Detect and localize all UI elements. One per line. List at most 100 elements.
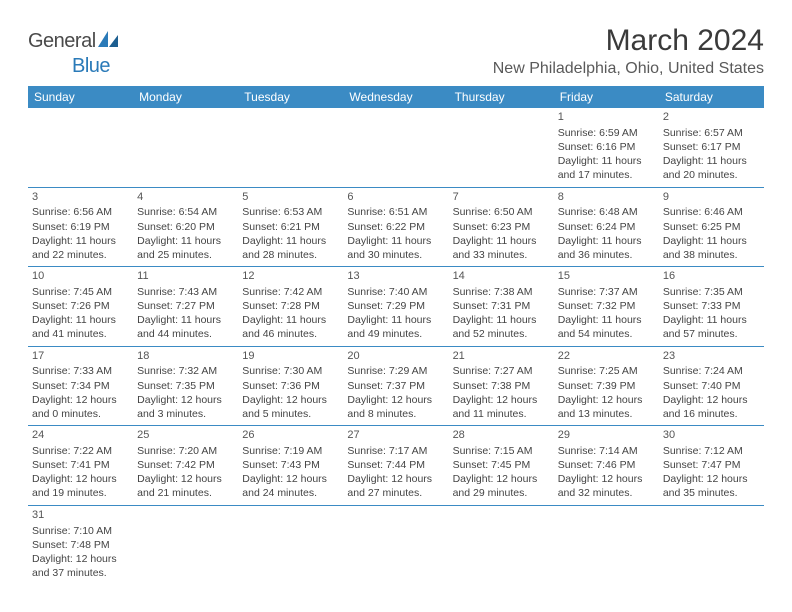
sunset-line: Sunset: 7:35 PM	[137, 379, 234, 393]
logo: GeneralBlue	[28, 30, 120, 78]
sunrise-line: Sunrise: 6:51 AM	[347, 205, 444, 219]
month-title: March 2024	[493, 24, 764, 58]
sunrise-line: Sunrise: 7:45 AM	[32, 285, 129, 299]
logo-word-general: General	[28, 30, 96, 52]
sunset-line: Sunset: 7:36 PM	[242, 379, 339, 393]
day-header: Sunday	[28, 86, 133, 108]
sail-icon	[98, 30, 120, 53]
daylight-line: Daylight: 11 hours and 41 minutes.	[32, 313, 129, 341]
calendar-cell: 9Sunrise: 6:46 AMSunset: 6:25 PMDaylight…	[659, 187, 764, 267]
day-number: 14	[453, 269, 550, 284]
sunrise-line: Sunrise: 6:57 AM	[663, 126, 760, 140]
sunset-line: Sunset: 7:44 PM	[347, 458, 444, 472]
sunrise-line: Sunrise: 6:50 AM	[453, 205, 550, 219]
calendar-cell-empty	[133, 505, 238, 584]
calendar-cell: 18Sunrise: 7:32 AMSunset: 7:35 PMDayligh…	[133, 346, 238, 426]
daylight-line: Daylight: 11 hours and 52 minutes.	[453, 313, 550, 341]
calendar-cell: 8Sunrise: 6:48 AMSunset: 6:24 PMDaylight…	[554, 187, 659, 267]
sunrise-line: Sunrise: 7:30 AM	[242, 364, 339, 378]
calendar-cell-empty	[659, 505, 764, 584]
location: New Philadelphia, Ohio, United States	[493, 60, 764, 78]
daylight-line: Daylight: 11 hours and 36 minutes.	[558, 234, 655, 262]
calendar-cell: 31Sunrise: 7:10 AMSunset: 7:48 PMDayligh…	[28, 505, 133, 584]
calendar-cell: 7Sunrise: 6:50 AMSunset: 6:23 PMDaylight…	[449, 187, 554, 267]
daylight-line: Daylight: 12 hours and 0 minutes.	[32, 393, 129, 421]
daylight-line: Daylight: 11 hours and 57 minutes.	[663, 313, 760, 341]
sunset-line: Sunset: 7:31 PM	[453, 299, 550, 313]
calendar-cell: 23Sunrise: 7:24 AMSunset: 7:40 PMDayligh…	[659, 346, 764, 426]
sunset-line: Sunset: 6:16 PM	[558, 140, 655, 154]
daylight-line: Daylight: 11 hours and 46 minutes.	[242, 313, 339, 341]
calendar-cell-empty	[343, 108, 448, 187]
calendar-cell: 20Sunrise: 7:29 AMSunset: 7:37 PMDayligh…	[343, 346, 448, 426]
sunset-line: Sunset: 6:20 PM	[137, 220, 234, 234]
calendar-cell: 10Sunrise: 7:45 AMSunset: 7:26 PMDayligh…	[28, 267, 133, 347]
calendar-cell-empty	[449, 108, 554, 187]
sunset-line: Sunset: 7:32 PM	[558, 299, 655, 313]
daylight-line: Daylight: 11 hours and 33 minutes.	[453, 234, 550, 262]
daylight-line: Daylight: 12 hours and 8 minutes.	[347, 393, 444, 421]
daylight-line: Daylight: 11 hours and 20 minutes.	[663, 154, 760, 182]
daylight-line: Daylight: 11 hours and 44 minutes.	[137, 313, 234, 341]
day-number: 10	[32, 269, 129, 284]
calendar-cell: 15Sunrise: 7:37 AMSunset: 7:32 PMDayligh…	[554, 267, 659, 347]
day-number: 1	[558, 110, 655, 125]
sunrise-line: Sunrise: 7:37 AM	[558, 285, 655, 299]
day-number: 8	[558, 190, 655, 205]
sunset-line: Sunset: 7:34 PM	[32, 379, 129, 393]
day-number: 17	[32, 349, 129, 364]
day-number: 30	[663, 428, 760, 443]
daylight-line: Daylight: 11 hours and 54 minutes.	[558, 313, 655, 341]
sunrise-line: Sunrise: 7:20 AM	[137, 444, 234, 458]
calendar-cell-empty	[449, 505, 554, 584]
calendar-cell: 4Sunrise: 6:54 AMSunset: 6:20 PMDaylight…	[133, 187, 238, 267]
day-header: Tuesday	[238, 86, 343, 108]
sunset-line: Sunset: 7:46 PM	[558, 458, 655, 472]
calendar-cell: 16Sunrise: 7:35 AMSunset: 7:33 PMDayligh…	[659, 267, 764, 347]
daylight-line: Daylight: 12 hours and 32 minutes.	[558, 472, 655, 500]
daylight-line: Daylight: 11 hours and 30 minutes.	[347, 234, 444, 262]
sunset-line: Sunset: 6:17 PM	[663, 140, 760, 154]
sunrise-line: Sunrise: 6:59 AM	[558, 126, 655, 140]
sunset-line: Sunset: 7:26 PM	[32, 299, 129, 313]
calendar-cell: 26Sunrise: 7:19 AMSunset: 7:43 PMDayligh…	[238, 426, 343, 506]
calendar-row: 1Sunrise: 6:59 AMSunset: 6:16 PM Daylight…	[28, 108, 764, 187]
day-number: 15	[558, 269, 655, 284]
day-number: 13	[347, 269, 444, 284]
day-header: Friday	[554, 86, 659, 108]
sunset-line: Sunset: 6:24 PM	[558, 220, 655, 234]
calendar-cell: 28Sunrise: 7:15 AMSunset: 7:45 PMDayligh…	[449, 426, 554, 506]
calendar-cell-empty	[133, 108, 238, 187]
sunrise-line: Sunrise: 7:19 AM	[242, 444, 339, 458]
sunset-line: Sunset: 7:37 PM	[347, 379, 444, 393]
calendar-cell: 6Sunrise: 6:51 AMSunset: 6:22 PMDaylight…	[343, 187, 448, 267]
sunrise-line: Sunrise: 7:17 AM	[347, 444, 444, 458]
sunset-line: Sunset: 6:25 PM	[663, 220, 760, 234]
daylight-line: Daylight: 11 hours and 49 minutes.	[347, 313, 444, 341]
day-number: 18	[137, 349, 234, 364]
daylight-line: Daylight: 12 hours and 13 minutes.	[558, 393, 655, 421]
daylight-line: Daylight: 11 hours and 28 minutes.	[242, 234, 339, 262]
daylight-line: Daylight: 11 hours and 22 minutes.	[32, 234, 129, 262]
sunset-line: Sunset: 7:33 PM	[663, 299, 760, 313]
sunset-line: Sunset: 7:29 PM	[347, 299, 444, 313]
day-number: 28	[453, 428, 550, 443]
calendar-cell: 24Sunrise: 7:22 AMSunset: 7:41 PMDayligh…	[28, 426, 133, 506]
calendar-table: SundayMondayTuesdayWednesdayThursdayFrid…	[28, 86, 764, 584]
day-number: 9	[663, 190, 760, 205]
sunset-line: Sunset: 7:48 PM	[32, 538, 129, 552]
sunset-line: Sunset: 7:41 PM	[32, 458, 129, 472]
sunset-line: Sunset: 7:39 PM	[558, 379, 655, 393]
daylight-line: Daylight: 12 hours and 3 minutes.	[137, 393, 234, 421]
daylight-line: Daylight: 12 hours and 35 minutes.	[663, 472, 760, 500]
sunset-line: Sunset: 7:27 PM	[137, 299, 234, 313]
day-number: 7	[453, 190, 550, 205]
day-header-row: SundayMondayTuesdayWednesdayThursdayFrid…	[28, 86, 764, 108]
sunset-line: Sunset: 6:22 PM	[347, 220, 444, 234]
daylight-line: Daylight: 12 hours and 27 minutes.	[347, 472, 444, 500]
calendar-cell-empty	[28, 108, 133, 187]
sunrise-line: Sunrise: 7:29 AM	[347, 364, 444, 378]
sunrise-line: Sunrise: 7:25 AM	[558, 364, 655, 378]
daylight-line: Daylight: 12 hours and 29 minutes.	[453, 472, 550, 500]
day-number: 24	[32, 428, 129, 443]
